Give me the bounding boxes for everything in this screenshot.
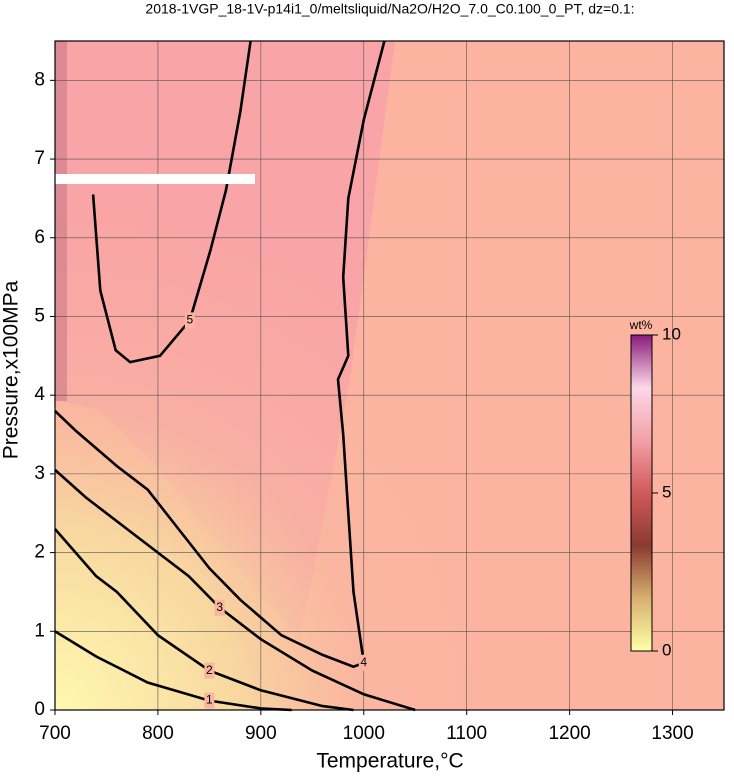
x-tick-label: 1000 (343, 723, 385, 744)
chart-title: 2018-1VGP_18-1V-p14i1_0/meltsliquid/Na2O… (145, 1, 634, 17)
contour-line (54, 40, 386, 669)
contour-line (54, 528, 354, 712)
x-tick-label: 1300 (651, 723, 693, 744)
contour-line (54, 630, 292, 712)
low-region (55, 41, 724, 710)
x-tick-label: 1200 (548, 723, 590, 744)
x-axis-label: Temperature,°C (316, 750, 463, 773)
contour-label-bg (214, 599, 225, 616)
contours: 1 2 3 4 5 (54, 40, 416, 712)
contour-line (91, 40, 252, 364)
y-tick-label: 6 (34, 227, 45, 248)
colorbar-tick-label: 0 (662, 640, 671, 659)
contour-label-bg (358, 654, 369, 671)
y-tick-label: 5 (34, 305, 45, 326)
y-tick-label: 7 (34, 148, 45, 169)
y-tick-label: 3 (34, 463, 45, 484)
x-tick-label: 700 (39, 723, 71, 744)
contour-label-bg (204, 662, 215, 679)
plot-frame (54, 40, 725, 711)
y-tick-label: 4 (34, 384, 45, 405)
edge-band (55, 41, 67, 401)
y-tick-label: 2 (34, 542, 45, 563)
colorbar (630, 334, 653, 652)
contour-label: 1 (206, 693, 213, 707)
contour-label: 5 (186, 313, 193, 327)
colorbar-tick-label: 10 (662, 324, 681, 343)
y-tick-label: 0 (34, 699, 45, 720)
x-tick-label: 800 (142, 723, 174, 744)
x-tick-label: 1100 (446, 723, 487, 744)
colorbar-label: wt% (629, 318, 653, 332)
contour-label: 3 (216, 600, 223, 614)
contour-label-bg (204, 692, 215, 709)
contour-line (54, 468, 416, 712)
missing-data (55, 174, 255, 184)
contour-label: 2 (206, 663, 213, 677)
y-axis-label: Pressure,x100MPa (0, 280, 23, 459)
x-tick-label: 900 (245, 723, 277, 744)
contour-label: 4 (360, 655, 367, 669)
colorbar-tick-label: 5 (662, 482, 671, 501)
contour-label-bg (184, 312, 195, 329)
y-tick-label: 8 (34, 69, 45, 90)
y-tick-label: 1 (34, 620, 45, 641)
